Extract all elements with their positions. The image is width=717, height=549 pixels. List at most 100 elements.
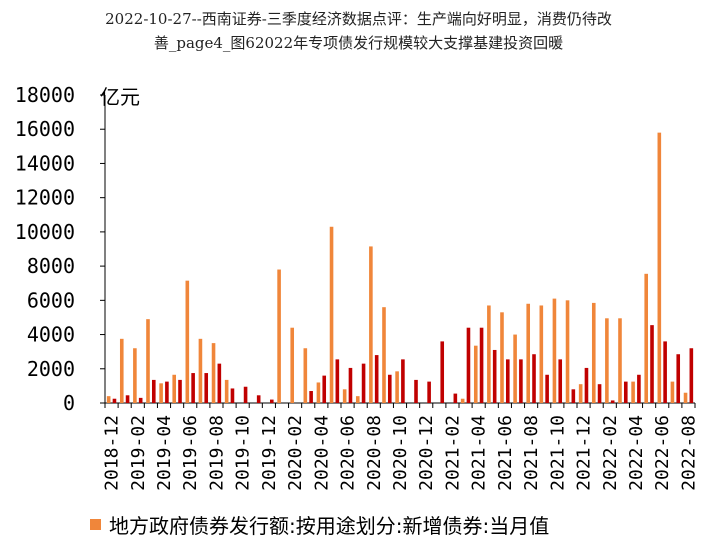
y-tick-label: 0	[63, 391, 75, 415]
x-tick-label: 2019-08	[206, 415, 227, 491]
bar-series1-2020-01	[277, 269, 281, 403]
x-tick-label: 2020-06	[338, 415, 359, 491]
bar-series2-2020-07	[361, 363, 366, 403]
y-tick-label: 18000	[15, 83, 75, 107]
x-tick-label: 2020-04	[311, 415, 332, 491]
y-axis-unit-label: 亿元	[100, 85, 140, 109]
bar-series2-2019-01	[125, 395, 130, 403]
x-tick-label: 2022-02	[600, 415, 621, 491]
x-tick-label: 2019-10	[233, 415, 254, 491]
x-tick-label: 2020-02	[285, 415, 306, 491]
bar-series2-2019-06	[191, 373, 195, 403]
bar-series2-2019-08	[217, 363, 222, 403]
bar-series1-2021-12	[578, 384, 583, 403]
bar-series2-2022-02	[610, 400, 615, 403]
bar-series1-2019-05	[172, 374, 177, 403]
bar-series2-2021-03	[466, 327, 471, 403]
bar-series2-2020-12	[427, 381, 431, 403]
bar-series2-2021-12	[584, 367, 589, 403]
x-tick-label: 2021-12	[574, 415, 595, 491]
bar-series2-2019-07	[204, 373, 209, 403]
bar-series2-2021-11	[571, 389, 576, 403]
chart-title-line-2: 善_page4_图62022年专项债发行规模较大支撑基建投资回暖	[153, 34, 564, 52]
x-tick-label: 2021-06	[495, 415, 516, 491]
bar-series2-2021-08	[532, 354, 536, 403]
bar-series1-2022-03	[618, 318, 622, 403]
bar-series2-2021-01	[440, 341, 445, 403]
bar-series2-2021-06	[505, 359, 510, 403]
bar-series2-2021-05	[492, 349, 497, 403]
bar-series2-2019-10	[243, 386, 248, 403]
bar-series1-2020-04	[316, 382, 321, 403]
y-tick-label: 14000	[15, 151, 75, 175]
bar-series1-2018-12	[106, 396, 111, 403]
x-tick-label: 2018-12	[102, 415, 123, 491]
bar-series2-2019-12	[269, 399, 274, 403]
bar-series2-2019-09	[230, 388, 235, 403]
y-tick-label: 16000	[15, 117, 75, 141]
x-tick-label: 2021-04	[469, 415, 490, 491]
bar-series1-2020-05	[329, 226, 334, 403]
bar-series1-2019-08	[211, 343, 216, 403]
bar-series1-2021-08	[526, 303, 531, 403]
bar-series2-2020-03	[309, 391, 313, 403]
bar-series1-2020-08	[369, 246, 373, 403]
x-tick-label: 2022-08	[678, 415, 699, 491]
x-tick-label: 2021-08	[521, 415, 542, 491]
x-tick-label: 2019-02	[128, 415, 149, 491]
bar-series2-2022-06	[663, 341, 667, 403]
bar-series1-2022-04	[631, 381, 635, 403]
bar-series2-2019-04	[165, 381, 169, 403]
x-tick-label: 2020-10	[390, 415, 411, 491]
bar-series1-2021-03	[460, 398, 465, 403]
bar-series2-2021-04	[479, 327, 484, 403]
bar-series1-2019-07	[198, 338, 203, 403]
bar-series1-2022-07	[670, 381, 675, 403]
y-tick-label: 6000	[27, 288, 75, 312]
bar-series2-2019-03	[151, 379, 156, 403]
bar-series2-2022-07	[676, 354, 681, 403]
bar-series1-2021-09	[539, 305, 544, 403]
bar-series2-2022-01	[597, 384, 602, 403]
x-tick-label: 2019-12	[259, 415, 280, 491]
x-tick-label: 2020-12	[416, 415, 437, 491]
bar-series2-2021-09	[545, 374, 549, 403]
bar-series2-2022-04	[637, 374, 641, 403]
x-tick-label: 2021-02	[442, 415, 463, 491]
x-tick-label: 2022-04	[626, 415, 647, 491]
x-tick-label: 2019-04	[154, 415, 175, 491]
y-axis: 0 2000 4000 6000 8000 10000 12000 14000 16000 180…	[15, 83, 106, 415]
bar-series1-2020-07	[355, 396, 360, 403]
bar-series2-2022-05	[650, 325, 654, 403]
legend: 地方政府债券发行额:按用途划分:新增债券:当月值	[90, 510, 549, 539]
bar-series2-2018-12	[112, 398, 117, 403]
x-tick-label: 2019-06	[180, 415, 201, 491]
bar-series2-2022-08	[689, 348, 694, 403]
x-axis: 2018-12 2019-02 2019-04 2019-06 2019-08 2019-…	[102, 402, 699, 491]
bar-series1-2022-08	[683, 392, 688, 403]
bar-series1-2021-10	[552, 298, 557, 403]
bar-series1-2021-04	[473, 345, 478, 403]
bar-series2-2020-08	[374, 355, 379, 403]
bar-series1-2022-05	[644, 273, 649, 403]
chart-title-line-1: 2022-10-27--西南证券-三季度经济数据点评：生产端向好明显，消费仍待改	[105, 10, 612, 28]
bar-series2-2021-10	[558, 359, 563, 403]
y-tick-label: 4000	[27, 323, 75, 347]
legend-swatch	[90, 519, 101, 530]
bar-series1-2021-06	[500, 312, 504, 403]
bar-series1-2022-06	[657, 132, 662, 403]
bar-series1-2020-06	[342, 389, 347, 403]
bar-series1-2021-07	[513, 334, 517, 403]
y-tick-label: 2000	[27, 357, 75, 381]
bar-series1-2020-10	[395, 371, 399, 403]
bar-series2-2019-05	[178, 379, 182, 403]
bar-series1-2022-01	[591, 302, 596, 403]
bar-series2-2020-10	[401, 359, 405, 403]
y-tick-label: 12000	[15, 186, 75, 210]
bar-series2-2022-03	[623, 381, 628, 403]
bar-series1-2020-09	[382, 307, 386, 403]
y-tick-label: 10000	[15, 220, 75, 244]
x-tick-label: 2020-08	[364, 415, 385, 491]
bar-series1-2021-05	[487, 305, 491, 403]
